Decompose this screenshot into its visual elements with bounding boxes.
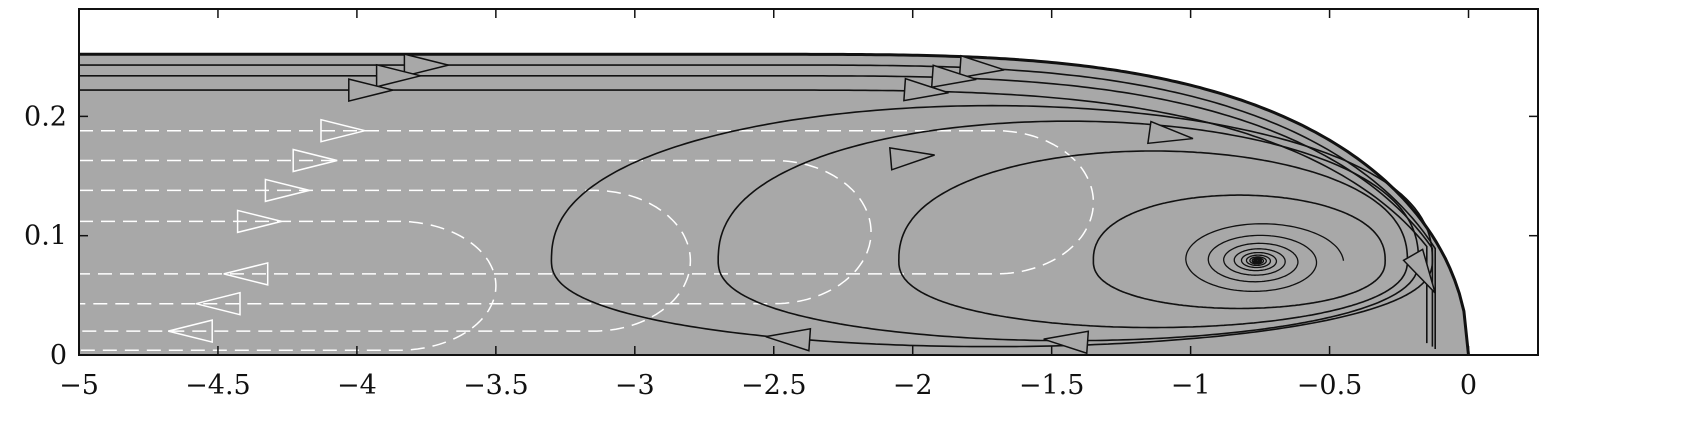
flow-region [79,52,1470,355]
flow-region-fill [79,54,1469,355]
x-tick-label: −3.5 [463,370,529,401]
free-surface-line [79,52,1470,355]
streamline-arrow [888,146,935,171]
streamline-arrow [930,64,977,89]
solid-streamline [79,64,1436,349]
vortex-spiral [1185,223,1345,293]
x-tick-label: −4.5 [185,370,251,401]
streamline-arrow [403,53,449,78]
x-tick-label: 0 [1460,370,1477,401]
dashed-arrow [236,209,282,234]
dashed-arrow [168,319,213,344]
streamline-arrow [1402,248,1436,294]
dashed-arrow [292,148,338,173]
streamline-arrow [903,77,949,102]
x-tick-label: −5 [59,370,99,401]
dashed-streamline [79,159,872,305]
streamline-arrow [1043,330,1090,355]
dashed-streamline [79,129,1095,275]
y-tick-label: 0.1 [24,221,67,252]
x-tick-label: −0.5 [1297,370,1363,401]
dashed-arrow [320,118,366,143]
closed-streamline [1092,194,1387,310]
dashed-arrow [195,291,241,316]
axis-ticks: −5 −4.5 −4 −3.5 −3 −2.5 −2 −1.5 −1 −0.5 0 0 0.1 0.2 [24,9,1538,401]
y-tick-label: 0.2 [24,101,67,132]
plot-frame [78,8,1539,356]
dashed-arrow [223,261,269,286]
streamline-arrow [348,78,393,103]
streamline-arrow [765,327,812,352]
streamline-arrow [958,54,1005,79]
solid-streamline [79,75,1434,347]
dashed-arrow [264,178,310,203]
x-tick-label: −1.5 [1019,370,1085,401]
x-tick-label: −2 [893,370,933,401]
dashed-streamline [79,220,497,351]
direction-arrows [168,53,1436,355]
streamline-arrow [375,63,421,88]
y-tick-label: 0 [50,340,67,371]
x-tick-label: −4 [337,370,377,401]
x-tick-label: −3 [615,370,655,401]
streamline-arrow [1147,120,1194,145]
x-tick-label: −2.5 [741,370,807,401]
x-tick-label: −1 [1171,370,1211,401]
